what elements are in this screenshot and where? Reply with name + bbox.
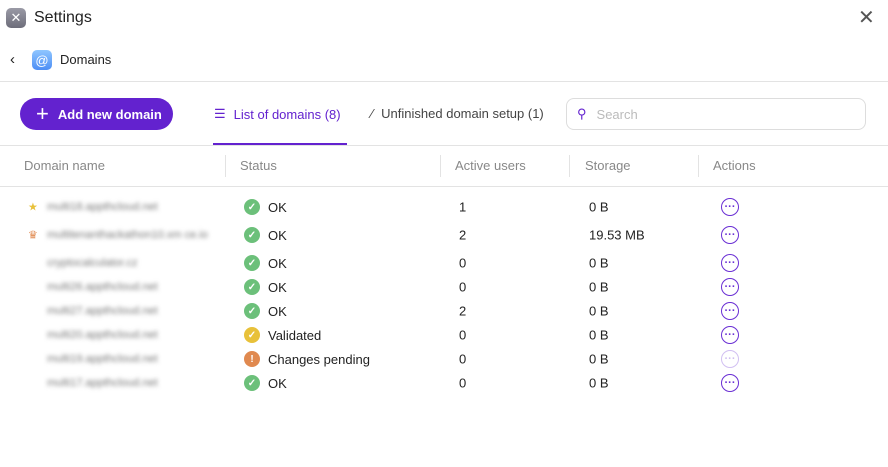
active-users: 1 [459, 199, 467, 215]
more-actions-icon[interactable]: ··· [721, 278, 739, 296]
active-users: 0 [459, 375, 467, 391]
active-users: 2 [459, 227, 467, 243]
column-separator [225, 155, 226, 177]
storage: 0 B [589, 199, 609, 215]
status-ok-icon: ✓ [244, 255, 260, 271]
divider [0, 186, 888, 187]
tab-unfinished-setup[interactable]: ⁄ Unfinished domain setup (1) [371, 106, 544, 121]
domain-name[interactable]: multi18.appthcloud.net [47, 201, 158, 213]
active-users: 0 [459, 327, 467, 343]
tab-label: Unfinished domain setup (1) [381, 106, 544, 121]
status-ok-icon: ✓ [244, 227, 260, 243]
add-domain-label: Add new domain [57, 106, 162, 122]
table-row[interactable]: multi27.appthcloud.net ✓ OK 2 0 B ··· [0, 299, 888, 323]
status-label: OK [268, 255, 287, 271]
storage: 0 B [589, 255, 609, 271]
status: ✓ OK [244, 279, 287, 295]
active-users: 2 [459, 303, 467, 319]
column-separator [440, 155, 441, 177]
domain-name[interactable]: multi26.appthcloud.net [47, 281, 158, 293]
more-actions-icon[interactable]: ··· [721, 326, 739, 344]
status: ✓ OK [244, 375, 287, 391]
status-label: Changes pending [268, 351, 370, 367]
status-label: OK [268, 375, 287, 391]
list-icon: ☰ [214, 106, 226, 121]
storage: 0 B [589, 375, 609, 391]
window-title: Settings [34, 9, 92, 26]
table-row[interactable]: cryptocalculator.cz ✓ OK 0 0 B ··· [0, 251, 888, 275]
more-actions-icon[interactable]: ··· [721, 350, 739, 368]
active-users: 0 [459, 255, 467, 271]
status-ok-icon: ✓ [244, 375, 260, 391]
column-header-users[interactable]: Active users [455, 158, 526, 173]
search-box[interactable]: ⚲ [566, 98, 866, 130]
storage: 0 B [589, 303, 609, 319]
storage: 0 B [589, 327, 609, 343]
status-label: OK [268, 227, 287, 243]
table-row[interactable]: multi19.appthcloud.net ! Changes pending… [0, 347, 888, 371]
more-actions-icon[interactable]: ··· [721, 226, 739, 244]
status: ! Changes pending [244, 351, 370, 367]
status-ok-icon: ✓ [244, 199, 260, 215]
column-header-domain[interactable]: Domain name [24, 158, 105, 173]
status-label: OK [268, 279, 287, 295]
tab-list-of-domains[interactable]: ☰ List of domains (8) [214, 106, 341, 122]
status: ✓ Validated [244, 327, 321, 343]
crown-icon: ♛ [28, 229, 38, 242]
domain-name[interactable]: multitenanthackathon10.xm ce.io [47, 229, 208, 241]
plus-icon: + [36, 101, 49, 126]
status: ✓ OK [244, 255, 287, 271]
divider [0, 81, 888, 82]
status-label: OK [268, 199, 287, 215]
domain-name[interactable]: multi19.appthcloud.net [47, 353, 158, 365]
table-row[interactable]: multi26.appthcloud.net ✓ OK 0 0 B ··· [0, 275, 888, 299]
column-header-storage[interactable]: Storage [585, 158, 631, 173]
active-tab-indicator [213, 143, 347, 146]
status-ok-icon: ✓ [244, 303, 260, 319]
star-icon: ★ [28, 201, 38, 214]
more-actions-icon[interactable]: ··· [721, 254, 739, 272]
status-pending-icon: ! [244, 351, 260, 367]
status-validated-icon: ✓ [244, 327, 260, 343]
storage: 0 B [589, 279, 609, 295]
table-row[interactable]: ♛ multitenanthackathon10.xm ce.io ✓ OK 2 … [0, 219, 888, 251]
domain-name[interactable]: multi20.appthcloud.net [47, 329, 158, 341]
domain-name[interactable]: multi17.appthcloud.net [47, 377, 158, 389]
status: ✓ OK [244, 303, 287, 319]
divider [0, 145, 888, 146]
table-row[interactable]: multi20.appthcloud.net ✓ Validated 0 0 B… [0, 323, 888, 347]
column-header-status[interactable]: Status [240, 158, 277, 173]
status: ✓ OK [244, 227, 287, 243]
at-sign-icon: @ [32, 50, 52, 70]
add-domain-button[interactable]: + Add new domain [20, 98, 173, 130]
breadcrumb: Domains [60, 52, 112, 67]
domain-name[interactable]: multi27.appthcloud.net [47, 305, 158, 317]
active-users: 0 [459, 351, 467, 367]
status-ok-icon: ✓ [244, 279, 260, 295]
magic-wand-icon: ⁄ [371, 106, 374, 121]
storage: 19.53 MB [589, 227, 645, 243]
search-input[interactable] [596, 106, 837, 122]
table-row[interactable]: multi17.appthcloud.net ✓ OK 0 0 B ··· [0, 371, 888, 395]
status-label: OK [268, 303, 287, 319]
tab-label: List of domains (8) [233, 106, 341, 122]
more-actions-icon[interactable]: ··· [721, 302, 739, 320]
search-icon: ⚲ [577, 106, 587, 121]
more-actions-icon[interactable]: ··· [721, 374, 739, 392]
settings-app-icon: ✕ [6, 8, 26, 28]
back-chevron-icon[interactable]: ‹ [10, 51, 15, 68]
active-users: 0 [459, 279, 467, 295]
domain-name[interactable]: cryptocalculator.cz [47, 257, 138, 269]
more-actions-icon[interactable]: ··· [721, 198, 739, 216]
status: ✓ OK [244, 199, 287, 215]
table-row[interactable]: ★ multi18.appthcloud.net ✓ OK 1 0 B ··· [0, 195, 888, 219]
status-label: Validated [268, 327, 322, 343]
storage: 0 B [589, 351, 609, 367]
column-separator [569, 155, 570, 177]
column-header-actions: Actions [713, 158, 756, 173]
column-separator [698, 155, 699, 177]
close-icon[interactable]: ✕ [858, 7, 875, 29]
